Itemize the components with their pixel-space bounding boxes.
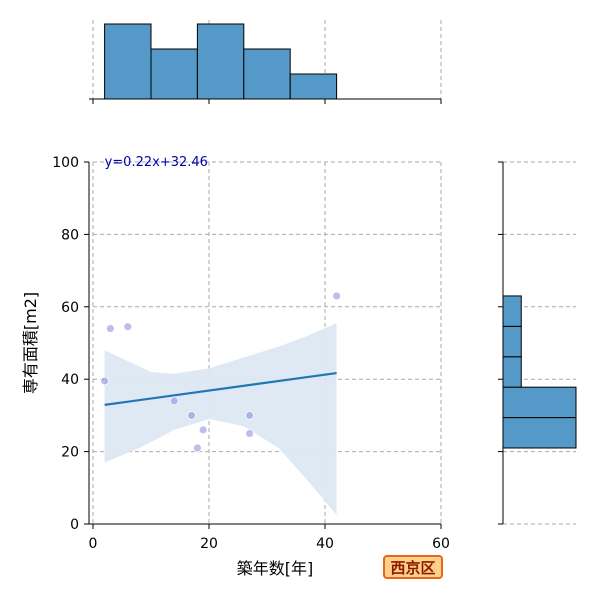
x-tick-label: 40 bbox=[316, 536, 334, 552]
top-hist-bar bbox=[150, 48, 198, 100]
top-hist-bar bbox=[289, 73, 338, 100]
right-hist-bar bbox=[502, 295, 522, 327]
data-point bbox=[187, 410, 197, 420]
data-point bbox=[106, 324, 115, 333]
data-point bbox=[123, 322, 133, 332]
data-point bbox=[169, 396, 179, 406]
x-tick-label: 0 bbox=[89, 536, 98, 552]
top-hist-bar bbox=[104, 23, 152, 100]
main-scatter-panel: y=0.22x+32.46 0 20 40 60 0 20 40 60 80 100 築年数[年] 専有… bbox=[21, 155, 450, 578]
right-hist-bar bbox=[502, 386, 577, 419]
top-histogram bbox=[89, 20, 442, 104]
right-hist-bar bbox=[502, 325, 522, 358]
regression-line bbox=[104, 371, 337, 406]
right-hist-bar bbox=[502, 356, 522, 388]
top-hist-bar bbox=[243, 48, 291, 100]
district-badge: 西京区 bbox=[383, 555, 443, 579]
data-point bbox=[198, 425, 208, 435]
right-histogram bbox=[498, 161, 577, 525]
data-point bbox=[332, 291, 342, 301]
regression-equation: y=0.22x+32.46 bbox=[105, 155, 208, 170]
y-tick-label: 100 bbox=[52, 155, 79, 171]
y-tick-label: 60 bbox=[61, 300, 79, 316]
right-hist-bar bbox=[502, 417, 577, 449]
confidence-band bbox=[104, 323, 337, 515]
top-hist-bar bbox=[196, 23, 245, 100]
y-axis-title: 専有面積[m2] bbox=[21, 292, 40, 394]
data-point bbox=[100, 376, 109, 386]
data-point bbox=[245, 410, 255, 420]
y-tick-label: 0 bbox=[70, 517, 79, 533]
data-point bbox=[192, 443, 202, 453]
x-tick-label: 60 bbox=[432, 536, 450, 552]
x-tick-label: 20 bbox=[200, 536, 218, 552]
y-tick-label: 80 bbox=[61, 227, 79, 243]
y-tick-label: 20 bbox=[61, 445, 79, 461]
data-point bbox=[245, 429, 255, 438]
y-tick-label: 40 bbox=[61, 372, 79, 388]
x-axis-title: 築年数[年] bbox=[237, 559, 314, 578]
